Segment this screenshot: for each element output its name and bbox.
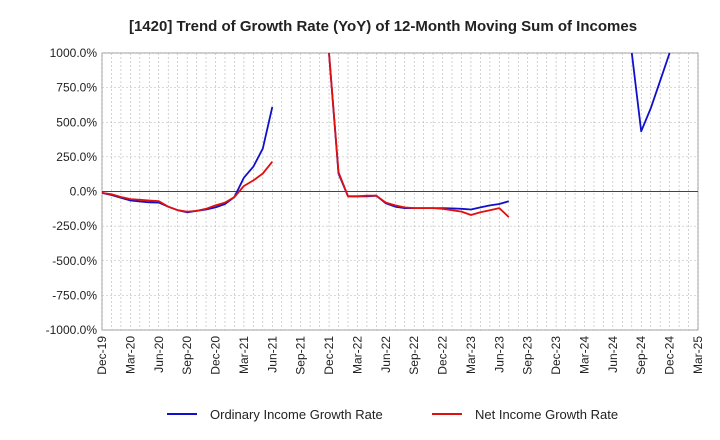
x-tick-label: Jun-24	[606, 336, 620, 373]
x-tick-label: Jun-23	[492, 336, 506, 373]
y-tick-label: 1000.0%	[50, 46, 98, 60]
chart-title: [1420] Trend of Growth Rate (YoY) of 12-…	[129, 18, 637, 35]
x-tick-label: Sep-20	[180, 336, 194, 375]
y-tick-label: 750.0%	[56, 81, 97, 95]
x-tick-label: Mar-21	[237, 336, 251, 374]
series-line-net-income	[328, 52, 510, 218]
series-line-net-income	[102, 161, 274, 213]
y-axis-ticks: 1000.0% 750.0% 500.0% 250.0% 0.0% -250.0% -500…	[46, 46, 98, 337]
x-tick-label: Dec-20	[209, 336, 223, 375]
y-tick-label: -500.0%	[52, 254, 97, 268]
x-tick-label: Mar-20	[123, 336, 137, 374]
y-tick-label: 250.0%	[56, 150, 97, 164]
x-tick-label: Jun-21	[265, 336, 279, 373]
x-tick-label: Sep-24	[634, 336, 648, 375]
series-line-ordinary-income	[630, 52, 671, 133]
y-tick-label: 500.0%	[56, 115, 97, 129]
series-lines	[102, 52, 671, 218]
x-tick-label: Mar-25	[691, 336, 705, 374]
x-axis-ticks: Dec-19 Mar-20 Jun-20 Sep-20 Dec-20 Mar-21 Jun-…	[95, 336, 705, 375]
x-tick-label: Mar-24	[577, 336, 591, 374]
y-tick-label: -1000.0%	[46, 323, 98, 337]
x-tick-label: Dec-22	[436, 336, 450, 375]
x-tick-label: Dec-19	[95, 336, 109, 375]
x-tick-label: Dec-23	[549, 336, 563, 375]
y-tick-label: 0.0%	[70, 185, 98, 199]
x-tick-label: Jun-20	[152, 336, 166, 373]
x-tick-label: Dec-24	[663, 336, 677, 375]
x-tick-label: Sep-21	[294, 336, 308, 375]
x-tick-label: Dec-21	[322, 336, 336, 375]
legend-label: Net Income Growth Rate	[475, 407, 618, 422]
x-tick-label: Sep-23	[521, 336, 535, 375]
legend: Ordinary Income Growth Rate Net Income Gr…	[167, 407, 618, 422]
grid	[101, 52, 699, 331]
y-tick-label: -250.0%	[52, 219, 97, 233]
x-tick-label: Sep-22	[407, 336, 421, 375]
legend-label: Ordinary Income Growth Rate	[210, 407, 383, 422]
y-tick-label: -750.0%	[52, 288, 97, 302]
x-tick-label: Jun-22	[379, 336, 393, 373]
x-tick-label: Mar-23	[464, 336, 478, 374]
x-tick-label: Mar-22	[350, 336, 364, 374]
